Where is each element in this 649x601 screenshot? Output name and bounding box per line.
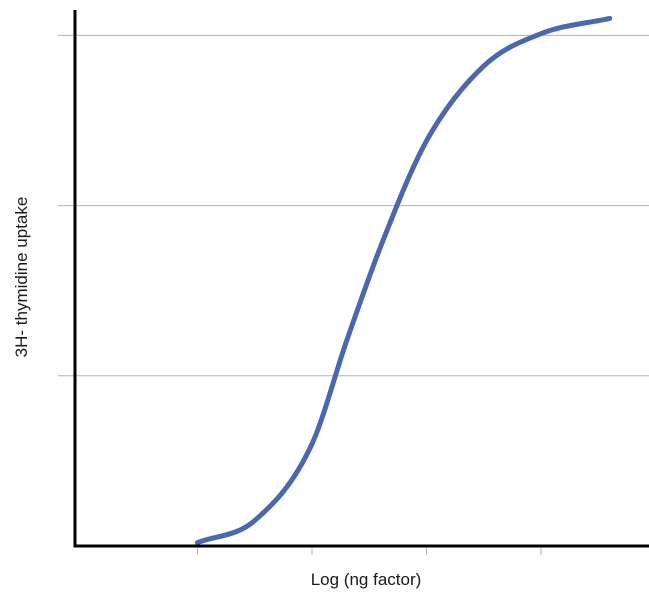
axes	[73, 10, 649, 548]
gridlines	[58, 34, 649, 377]
series-line-1	[195, 15, 613, 546]
series	[195, 15, 613, 546]
y-axis-title: 3H- thymidine uptake	[12, 197, 31, 358]
x-axis-title: Log (ng factor)	[311, 570, 422, 589]
